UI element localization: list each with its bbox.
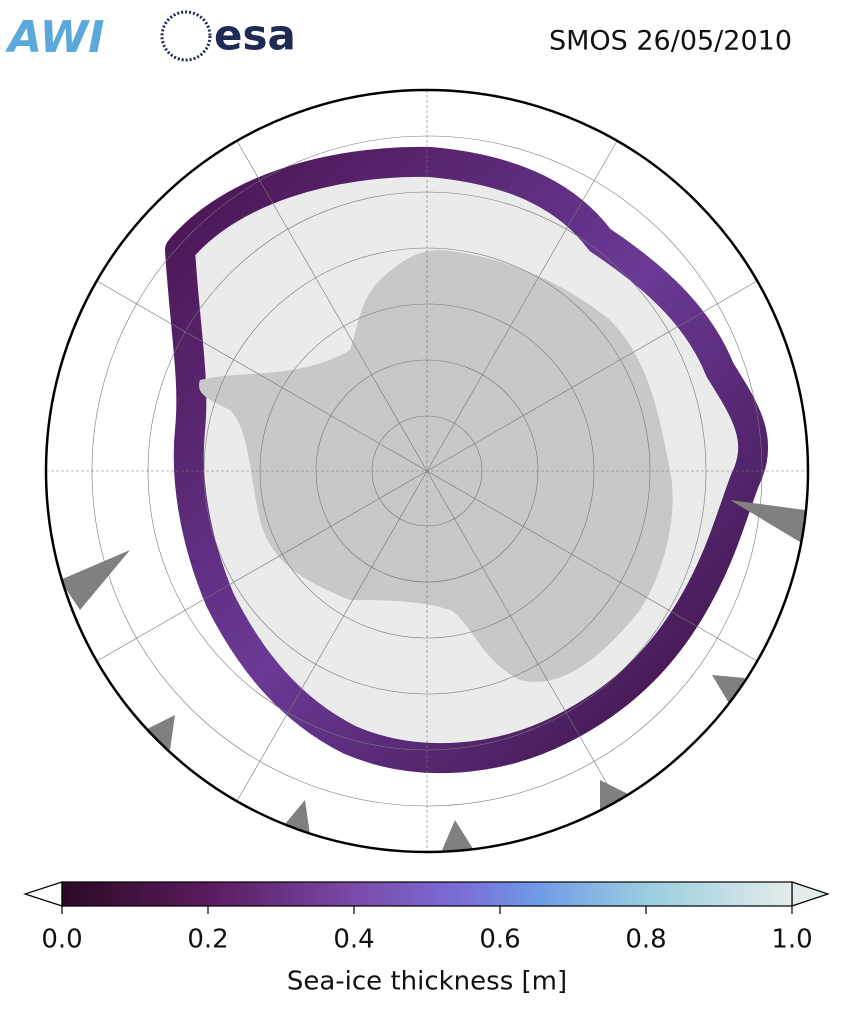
colorbar-tick-label: 0.2	[187, 925, 228, 955]
colorbar	[23, 881, 830, 907]
colorbar-tick-label: 0.0	[41, 925, 82, 955]
esa-logo: esa	[214, 11, 296, 60]
colorbar-under	[23, 881, 63, 907]
map-frame	[44, 88, 810, 854]
colorbar-tick-label: 0.4	[333, 925, 374, 955]
title: SMOS 26/05/2010	[549, 26, 792, 57]
colorbar-over	[791, 881, 830, 907]
awi-logo: AWI	[5, 12, 105, 63]
colorbar-label: Sea-ice thickness [m]	[287, 967, 567, 997]
colorbar-tick-label: 1.0	[771, 925, 812, 955]
logos: AWI esa	[5, 10, 296, 63]
graticule	[46, 90, 808, 852]
colorbar-tick-label: 0.8	[625, 925, 666, 955]
esa-emblem	[160, 10, 212, 62]
colorbar-tick-label: 0.6	[479, 925, 520, 955]
colorbar-scale	[61, 881, 793, 907]
map	[46, 90, 808, 852]
